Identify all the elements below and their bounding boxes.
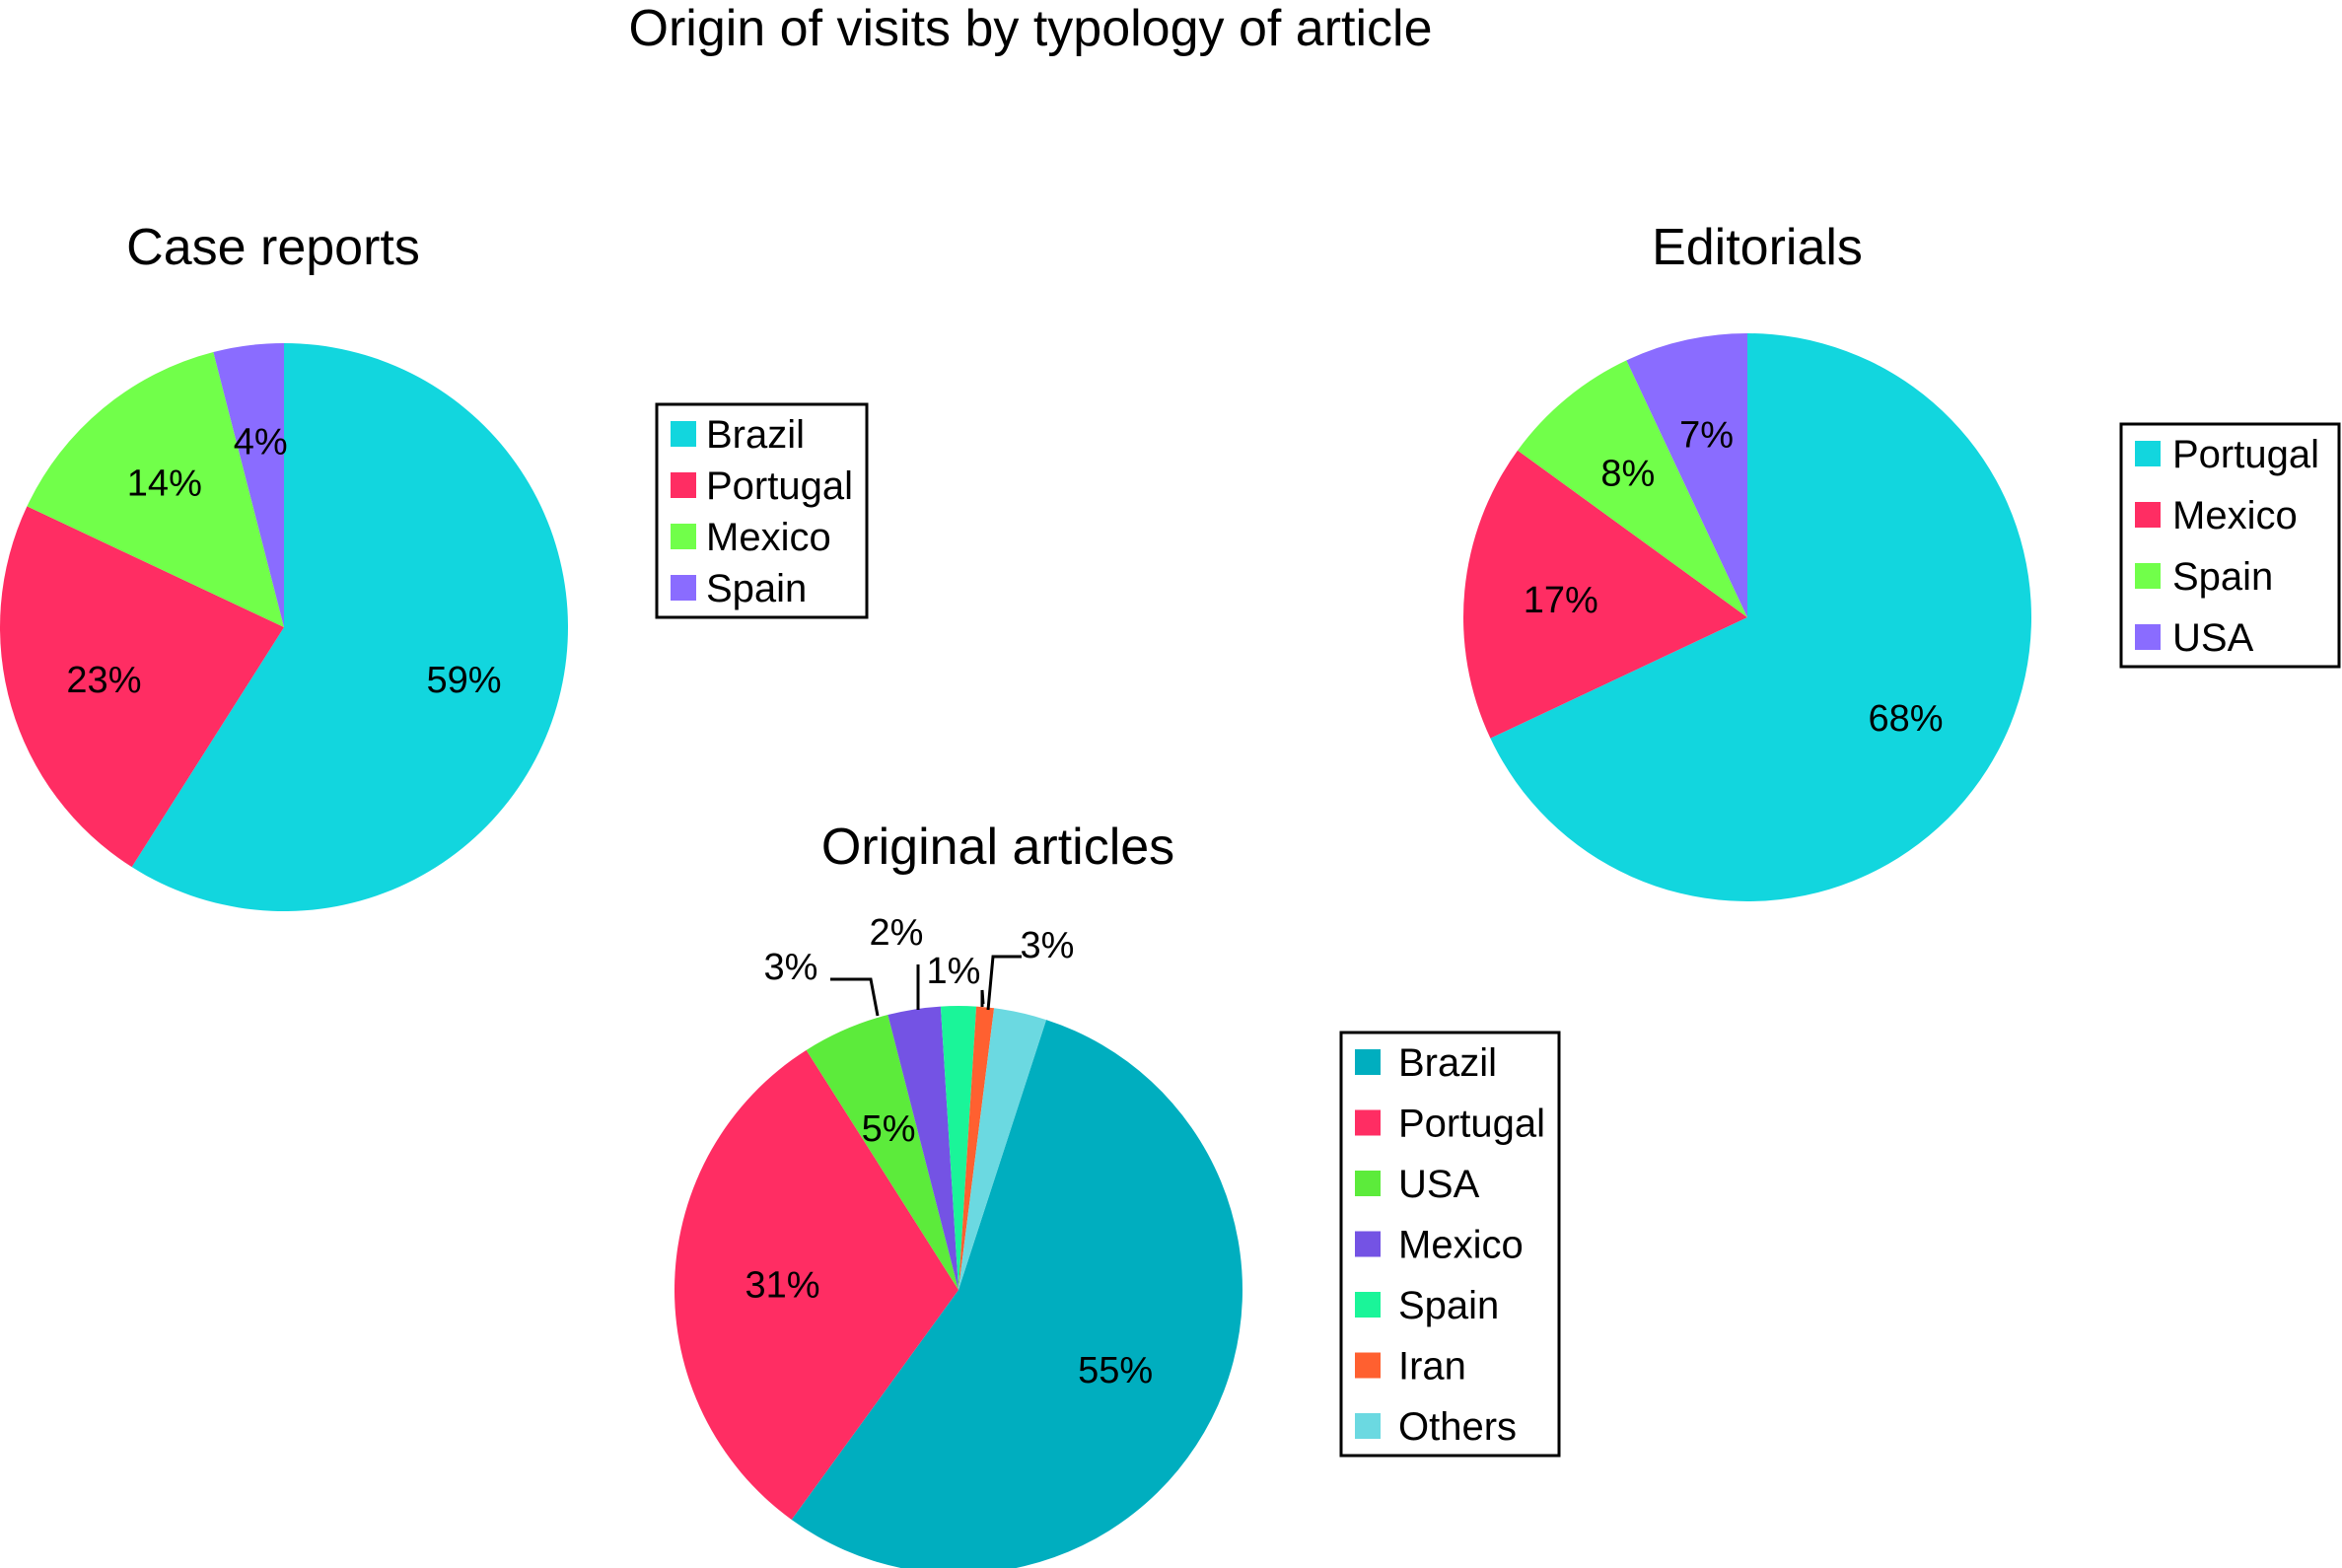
slice-label-portugal: 31%	[745, 1264, 819, 1306]
legend-label-others: Others	[1398, 1405, 1517, 1449]
legend-swatch-portugal	[1355, 1109, 1381, 1136]
legend-swatch-mexico	[2135, 502, 2161, 528]
legend-label-usa: USA	[1398, 1163, 1480, 1206]
pie-slice-spain	[940, 1006, 977, 1290]
pie-slices	[674, 1006, 1242, 1568]
chart-title-case-reports: Case reports	[126, 219, 420, 276]
legend-label-iran: Iran	[1398, 1345, 1466, 1389]
pie-slice-portugal	[0, 506, 284, 868]
legend-label-spain: Spain	[706, 567, 807, 610]
legend-label-brazil: Brazil	[706, 413, 805, 457]
slice-label-mexico: 3%	[764, 947, 818, 988]
legend-swatch-portugal	[671, 472, 696, 498]
legend-label-portugal: Portugal	[1398, 1103, 1545, 1146]
legend-original-articles: Brazil Portugal USA Mexico Spain Iran Others	[1339, 1031, 1561, 1458]
leader-line-others	[986, 955, 1022, 1011]
pie-slice-portugal	[674, 1049, 958, 1520]
slice-label-mexico: 14%	[127, 463, 202, 505]
pie-slice-mexico	[27, 352, 284, 627]
pie-slices	[0, 343, 569, 911]
legend-swatch-spain	[671, 575, 696, 601]
figure-title: Origin of visits by typology of article	[629, 0, 1433, 57]
legend-label-mexico: Mexico	[706, 516, 831, 559]
legend-label-usa: USA	[2172, 616, 2254, 660]
legend-swatch-spain	[2135, 563, 2161, 589]
legend-label-mexico: Mexico	[1398, 1224, 1524, 1267]
pie-slice-iran	[958, 1006, 995, 1290]
legend-swatch-spain	[1355, 1292, 1381, 1318]
slice-label-mexico: 17%	[1524, 580, 1598, 621]
slice-label-others: 3%	[1021, 925, 1075, 966]
leader-lines	[830, 955, 1022, 1017]
slice-label-iran: 1%	[927, 951, 981, 992]
legend-label-portugal: Portugal	[706, 464, 853, 508]
slice-label-brazil: 55%	[1078, 1350, 1153, 1391]
legend-label-mexico: Mexico	[2172, 494, 2298, 537]
legend-label-portugal: Portugal	[2172, 433, 2319, 476]
leader-line-iran	[980, 989, 985, 1007]
pie-labels: 68% 17% 8% 7%	[1524, 414, 1944, 739]
legend-swatch-mexico	[1355, 1231, 1381, 1257]
slice-label-portugal: 68%	[1868, 698, 1943, 740]
legend-swatch-brazil	[1355, 1049, 1381, 1075]
pie-slice-portugal	[1490, 333, 2031, 902]
legend-label-brazil: Brazil	[1398, 1041, 1497, 1085]
chart-title-editorials: Editorials	[1652, 219, 1863, 276]
pie-slice-usa	[806, 1015, 958, 1290]
legend-label-spain: Spain	[2172, 555, 2273, 599]
pie-slice-others	[958, 1008, 1046, 1290]
legend-swatch-brazil	[671, 421, 696, 447]
legend-label-spain: Spain	[1398, 1284, 1499, 1327]
legend-swatch-others	[1355, 1413, 1381, 1439]
slice-label-usa: 5%	[862, 1108, 916, 1150]
pie-slice-spain	[213, 343, 284, 627]
pie-labels: 59% 23% 14% 4%	[66, 421, 501, 701]
pie-slice-mexico	[1463, 450, 1747, 739]
slice-label-spain: 2%	[870, 912, 924, 954]
legend-swatch-iran	[1355, 1352, 1381, 1379]
pie-chart-case-reports: Case reports 59% 23% 14% 4% Brazil Portugal M…	[0, 219, 869, 911]
pie-slice-usa	[1626, 333, 1747, 617]
chart-title-original-articles: Original articles	[821, 819, 1174, 876]
legend-case-reports: Brazil Portugal Mexico Spain	[655, 402, 869, 619]
legend-swatch-usa	[1355, 1171, 1381, 1196]
slice-label-spain: 4%	[234, 421, 288, 463]
slice-label-portugal: 23%	[66, 660, 141, 701]
pie-slice-mexico	[887, 1006, 958, 1290]
pie-slice-brazil	[791, 1020, 1242, 1568]
pie-labels: 55% 31% 5% 3% 2%1% 3%	[745, 912, 1153, 1391]
legend-editorials: Portugal Mexico Spain USA	[2119, 422, 2341, 669]
pie-chart-original-articles: Original articles 55% 31% 5% 3% 2%1% 3% Brazi…	[674, 819, 1561, 1568]
pie-slice-brazil	[131, 343, 569, 911]
slice-label-brazil: 59%	[427, 660, 502, 701]
pie-slice-spain	[1518, 360, 1747, 617]
legend-swatch-portugal	[2135, 441, 2161, 466]
leader-line-mexico	[830, 977, 880, 1017]
pie-slices	[1463, 333, 2031, 902]
legend-swatch-mexico	[671, 524, 696, 549]
slice-label-spain: 8%	[1600, 454, 1655, 495]
legend-swatch-usa	[2135, 624, 2161, 650]
pie-chart-editorials: Editorials 68% 17% 8% 7% Portugal Mexico Spai…	[1463, 219, 2341, 902]
slice-label-usa: 7%	[1679, 414, 1734, 456]
